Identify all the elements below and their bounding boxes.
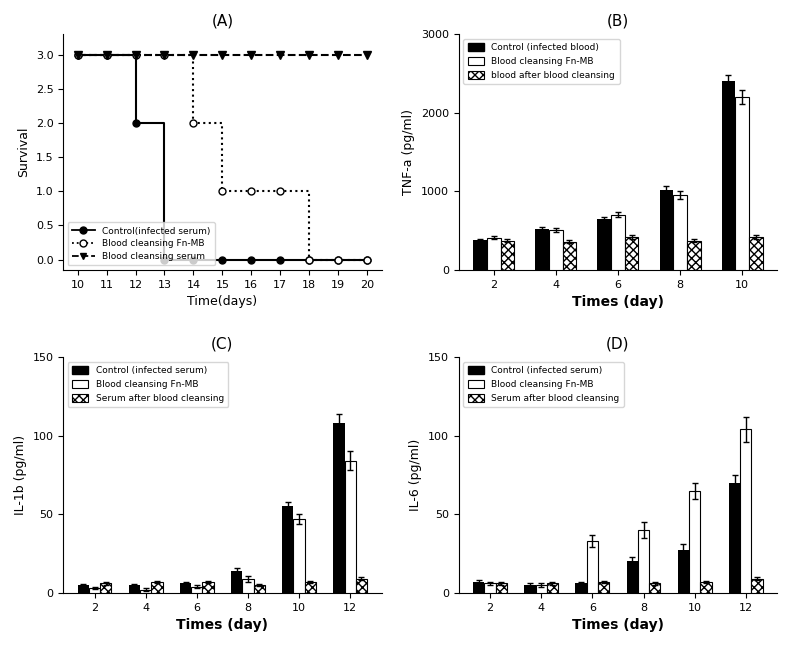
Bar [700, 582, 712, 593]
Bar [202, 582, 214, 593]
Bar [687, 241, 701, 270]
Bar [473, 240, 487, 270]
Y-axis label: IL-6 (pg/ml): IL-6 (pg/ml) [410, 439, 422, 511]
Bar [151, 582, 162, 593]
Bar [305, 582, 316, 593]
Bar [729, 483, 740, 593]
Bar [293, 519, 305, 593]
Bar [660, 190, 673, 270]
X-axis label: Times (day): Times (day) [572, 618, 664, 632]
Bar [345, 461, 356, 593]
Bar [333, 423, 345, 593]
Bar [740, 430, 751, 593]
Bar [524, 585, 536, 593]
Bar [689, 491, 700, 593]
Y-axis label: Survival: Survival [17, 127, 30, 177]
Title: (B): (B) [607, 14, 629, 29]
Bar [140, 590, 151, 593]
Legend: Control (infected serum), Blood cleansing Fn-MB, Serum after blood cleansing: Control (infected serum), Blood cleansin… [464, 362, 624, 407]
Bar [536, 585, 547, 593]
Bar [231, 571, 242, 593]
Bar [129, 585, 140, 593]
Y-axis label: IL-1b (pg/ml): IL-1b (pg/ml) [14, 435, 27, 515]
Bar [496, 583, 507, 593]
Bar [473, 582, 484, 593]
Bar [180, 583, 191, 593]
Bar [89, 588, 100, 593]
Bar [484, 583, 496, 593]
Y-axis label: TNF-a (pg/ml): TNF-a (pg/ml) [403, 109, 415, 195]
Title: (A): (A) [211, 14, 233, 29]
Bar [638, 530, 649, 593]
Legend: Control (infected serum), Blood cleansing Fn-MB, Serum after blood cleansing: Control (infected serum), Blood cleansin… [68, 362, 229, 407]
Bar [611, 215, 625, 270]
Bar [736, 97, 749, 270]
Bar [751, 579, 763, 593]
Bar [549, 230, 562, 270]
Bar [678, 550, 689, 593]
Bar [598, 582, 609, 593]
Bar [78, 585, 89, 593]
X-axis label: Times (day): Times (day) [572, 295, 664, 309]
Bar [673, 195, 687, 270]
Legend: Control(infected serum), Blood cleansing Fn-MB, Blood cleansing serum: Control(infected serum), Blood cleansing… [68, 222, 215, 266]
Bar [597, 219, 611, 270]
Bar [749, 237, 763, 270]
Bar [487, 238, 501, 270]
Bar [356, 579, 367, 593]
Bar [501, 241, 514, 270]
Bar [626, 561, 638, 593]
Bar [254, 585, 265, 593]
Bar [547, 583, 558, 593]
X-axis label: Times (day): Times (day) [176, 618, 268, 632]
Bar [721, 81, 736, 270]
Title: (D): (D) [606, 337, 630, 352]
Bar [536, 229, 549, 270]
Title: (C): (C) [211, 337, 233, 352]
Bar [191, 587, 202, 593]
Bar [587, 541, 598, 593]
Bar [242, 579, 254, 593]
Bar [576, 583, 587, 593]
Bar [100, 583, 112, 593]
Bar [625, 237, 638, 270]
Bar [649, 583, 660, 593]
Legend: Control (infected blood), Blood cleansing Fn-MB, blood after blood cleansing: Control (infected blood), Blood cleansin… [464, 39, 619, 84]
Bar [282, 506, 293, 593]
X-axis label: Time(days): Time(days) [187, 295, 257, 308]
Bar [562, 242, 577, 270]
